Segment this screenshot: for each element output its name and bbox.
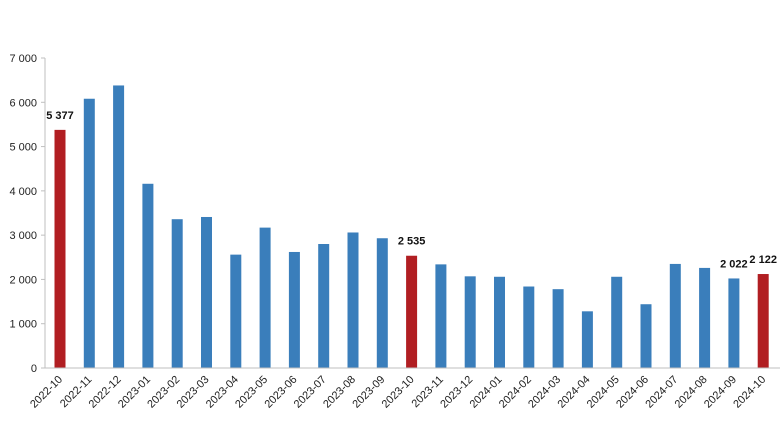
bar-2023-08 xyxy=(347,232,359,368)
bar-2023-04 xyxy=(230,254,242,368)
y-tick-label: 4 000 xyxy=(9,186,37,198)
bar-2024-08 xyxy=(699,267,711,368)
bar-2023-11 xyxy=(435,264,447,368)
bar-2023-10 xyxy=(406,255,418,368)
bar-2024-07 xyxy=(669,263,681,368)
bar-2022-10 xyxy=(54,129,66,368)
bar-2024-10 xyxy=(757,274,769,368)
bar-2024-03 xyxy=(552,289,564,368)
bar-2024-04 xyxy=(581,311,593,368)
bar-2024-02 xyxy=(523,286,535,368)
data-label: 5 377 xyxy=(46,110,74,122)
bar-2023-01 xyxy=(142,183,154,368)
bar-2024-01 xyxy=(494,276,505,368)
y-tick-label: 6 000 xyxy=(9,97,37,109)
bar-2023-02 xyxy=(171,219,183,368)
bar-2022-12 xyxy=(113,85,125,368)
bar-2023-09 xyxy=(376,238,388,368)
bar-2023-06 xyxy=(288,251,300,368)
y-tick-label: 0 xyxy=(31,363,37,375)
bars-group xyxy=(54,85,769,368)
x-tick-label: 2024-10 xyxy=(731,374,768,411)
bar-2023-12 xyxy=(464,276,476,368)
data-label: 2 535 xyxy=(398,236,426,248)
y-tick-label: 3 000 xyxy=(9,230,37,242)
y-axis-ticks: 0 1 000 2 000 3 000 4 000 5 000 6 000 7 000 xyxy=(9,53,45,375)
bar-2024-06 xyxy=(640,304,652,368)
x-tick-label: 2022-10 xyxy=(28,374,65,411)
bar-2022-11 xyxy=(83,98,95,368)
data-label: 2 022 xyxy=(720,258,748,270)
bar-2024-09 xyxy=(728,278,740,368)
bar-2024-05 xyxy=(611,276,623,368)
bar-2023-03 xyxy=(201,216,212,368)
y-tick-label: 5 000 xyxy=(9,142,37,154)
y-tick-label: 2 000 xyxy=(9,274,37,286)
bar-2023-07 xyxy=(318,244,330,368)
bar-2023-05 xyxy=(259,227,271,368)
x-axis-ticks: 2022-102022-112022-122023-012023-022023-… xyxy=(28,374,768,411)
y-tick-label: 1 000 xyxy=(9,319,37,331)
y-tick-label: 7 000 xyxy=(9,53,37,65)
x-tick-label: 2023-10 xyxy=(380,374,417,411)
data-labels-group: 5 377 2 535 2 022 2 122 xyxy=(46,110,777,271)
data-label: 2 122 xyxy=(749,254,777,266)
